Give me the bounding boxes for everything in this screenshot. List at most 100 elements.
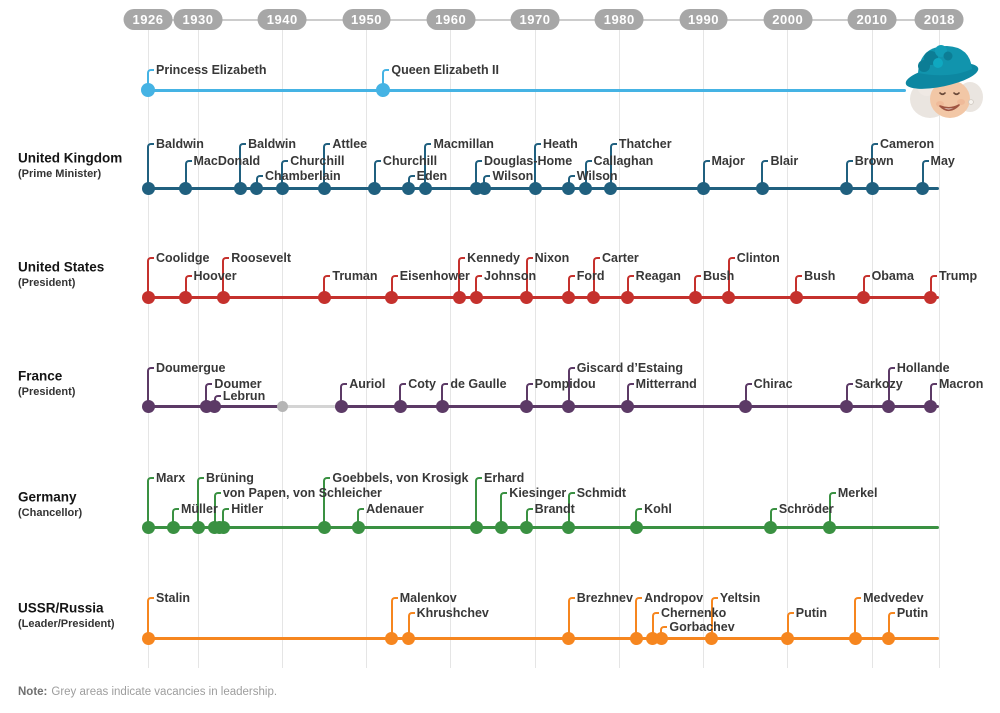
leader-dot-baldwin [233,181,247,195]
leader-dot-kennedy [452,290,466,304]
leader-dot-sarkozy [840,399,854,413]
label-connector [382,69,390,89]
gridline-1930 [197,30,199,668]
label-connector [534,143,541,187]
label-connector [323,143,331,187]
leader-label: Obama [871,269,914,283]
label-connector [761,160,769,187]
leader-label: Coolidge [156,251,210,265]
year-badge-1960: 1960 [426,9,476,30]
leader-dot-truman [317,290,331,304]
label-connector [172,508,179,526]
leader-label: Kohl [644,502,672,516]
gridline-2018 [938,30,940,668]
label-connector [323,477,331,526]
leader-dot-yeltsin [705,631,719,645]
label-connector [635,508,643,526]
leader-dot-coty [393,399,407,413]
timeline-us [148,295,940,299]
leader-label: Eden [416,169,448,183]
leader-dot-chamberlain [250,181,264,195]
label-connector [147,367,154,405]
label-connector [609,143,617,187]
leader-label: Ford [576,269,605,283]
leader-dot-stalin [141,631,155,645]
leader-label: Schmidt [576,486,626,500]
row-title-uk: United Kingdom [18,150,123,166]
label-connector [871,143,878,187]
footnote-text: Grey areas indicate vacancies in leaders… [51,686,278,698]
leader-dot-queen-elizabeth-ii [376,83,391,97]
label-connector [727,257,735,296]
label-connector [786,612,794,637]
leader-dot-wilson [477,181,491,195]
label-connector [475,477,483,526]
leader-dot-adenauer [351,520,365,534]
leader-label: de Gaulle [450,377,507,391]
leader-dot-andropov [629,631,643,645]
label-connector [567,492,575,526]
leader-label: Giscard d’Estaing [576,361,683,375]
leader-label: Lebrun [222,389,266,403]
timeline-ussr [148,636,940,640]
leader-dot-attlee [317,181,331,195]
label-connector [475,275,483,296]
leader-label: Brezhnev [576,591,633,605]
leader-label: Sarkozy [854,377,903,391]
leader-label: Yeltsin [719,591,761,605]
leader-label: Schröder [778,502,834,516]
leader-label: Medvedev [863,591,924,605]
queen-face [930,80,970,118]
leader-dot-blair [755,181,769,195]
queen-earring [968,99,974,105]
row-subtitle-france: (President) [18,385,76,398]
leader-dot-macmillan [418,181,432,195]
label-connector [390,275,398,296]
leader-label: Khrushchev [416,606,489,620]
year-badge-1940: 1940 [257,9,307,30]
label-connector [584,160,592,187]
gridline-1940 [281,30,283,668]
leader-label: MacDonald [193,154,261,168]
leader-label: Truman [332,269,378,283]
label-connector [694,275,702,296]
leader-dot-johnson [469,290,483,304]
label-connector [147,477,154,526]
leader-label: Eisenhower [399,269,470,283]
leader-label: Reagan [635,269,681,283]
label-connector [651,612,659,637]
year-badge-1926: 1926 [123,9,173,30]
label-connector [222,257,230,296]
leader-dot-hitler [216,520,230,534]
leader-dot-major [697,181,710,195]
label-connector [281,160,289,187]
leader-label: von Papen, von Schleicher [222,486,382,500]
leader-label: Müller [181,502,218,516]
leader-dot-putin [882,631,896,645]
leader-label: Adenauer [366,502,424,516]
row-title-ussr: USSR/Russia [18,600,104,616]
label-connector [213,492,221,526]
leader-dot-coolidge [141,290,155,304]
leader-dot-thatcher [604,181,618,195]
label-connector [458,257,466,296]
leader-label: Princess Elizabeth [156,63,267,77]
leader-label: Erhard [484,471,525,485]
leader-label: Churchill [290,154,345,168]
gridline-1960 [450,30,452,668]
label-connector [592,257,600,296]
leader-label: Kennedy [467,251,520,265]
leader-dot-erhard [469,520,483,534]
leader-label: Chirac [753,377,793,391]
leader-dot-goebbels-von-krosigk [317,520,331,534]
leader-label: Brüning [206,471,254,485]
queen-eye-right [953,92,960,96]
label-connector [921,160,929,187]
gridline-2000 [787,30,789,668]
leader-label: Baldwin [156,137,204,151]
label-connector [147,69,154,89]
leader-label: Brown [854,154,894,168]
leader-label: Hitler [231,502,264,516]
year-badge-1990: 1990 [679,9,728,30]
label-connector [390,597,398,637]
